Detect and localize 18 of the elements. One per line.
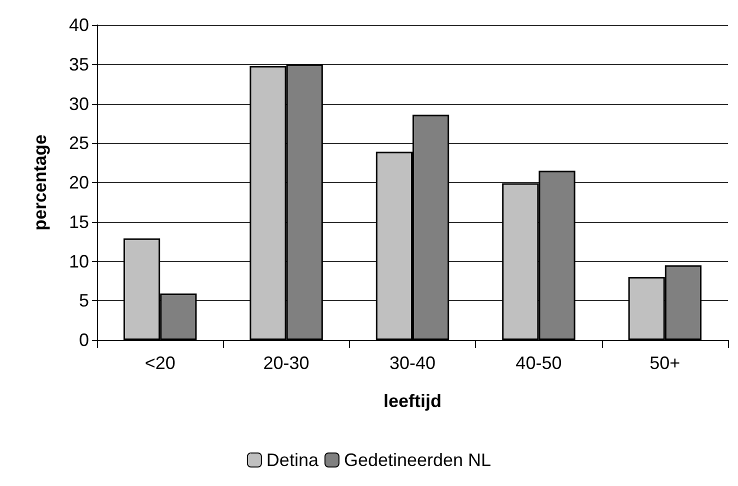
x-tick-label: 30-40 <box>389 353 436 373</box>
x-tick-label: 20-30 <box>263 353 310 373</box>
y-tick-label: 0 <box>78 330 89 350</box>
x-tick-label: <20 <box>144 353 176 373</box>
y-tick-label: 30 <box>68 94 89 114</box>
x-tick-label: 40-50 <box>516 353 562 373</box>
y-tick-label: 25 <box>68 133 89 154</box>
x-tick-label: 50+ <box>650 353 680 373</box>
legend-label: Gedetineerden NL <box>344 450 492 470</box>
y-axis-title: percentage <box>30 134 50 231</box>
y-tick-label: 10 <box>68 251 89 272</box>
y-tick-label: 5 <box>78 290 89 311</box>
legend-label: Detina <box>266 450 320 470</box>
y-tick-label: 15 <box>68 212 89 232</box>
x-axis-title: leeftijd <box>383 391 442 411</box>
y-tick-label: 35 <box>68 54 89 74</box>
y-tick-label: 40 <box>68 15 89 35</box>
y-tick-label: 20 <box>68 172 89 192</box>
